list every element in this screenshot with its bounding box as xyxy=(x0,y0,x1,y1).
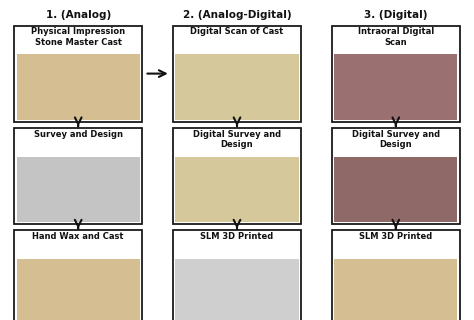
Bar xyxy=(332,230,460,320)
Text: Digital Scan of Cast: Digital Scan of Cast xyxy=(191,27,283,36)
Bar xyxy=(14,230,142,320)
Bar xyxy=(14,26,142,122)
Text: Hand Wax and Cast: Hand Wax and Cast xyxy=(32,232,124,241)
Bar xyxy=(14,128,142,224)
Text: Intraoral Digital
Scan: Intraoral Digital Scan xyxy=(358,27,434,47)
Bar xyxy=(334,259,457,320)
Bar xyxy=(334,157,457,222)
Bar xyxy=(173,26,301,122)
Text: Digital Survey and
Design: Digital Survey and Design xyxy=(352,130,440,149)
Bar xyxy=(332,26,460,122)
Bar xyxy=(175,54,299,120)
Bar xyxy=(175,259,299,320)
Bar xyxy=(17,157,140,222)
Text: Survey and Design: Survey and Design xyxy=(34,130,123,139)
Bar xyxy=(173,128,301,224)
Text: SLM 3D Printed: SLM 3D Printed xyxy=(201,232,273,241)
Text: Digital Survey and
Design: Digital Survey and Design xyxy=(193,130,281,149)
Text: 2. (Analog-Digital): 2. (Analog-Digital) xyxy=(182,10,292,20)
Text: 3. (Digital): 3. (Digital) xyxy=(364,10,428,20)
Bar xyxy=(332,128,460,224)
Bar xyxy=(334,54,457,120)
Bar xyxy=(17,259,140,320)
Text: Physical Impression
Stone Master Cast: Physical Impression Stone Master Cast xyxy=(31,27,125,47)
Bar xyxy=(173,230,301,320)
Text: 1. (Analog): 1. (Analog) xyxy=(46,10,111,20)
Bar xyxy=(17,54,140,120)
Bar xyxy=(175,157,299,222)
Text: SLM 3D Printed: SLM 3D Printed xyxy=(359,232,432,241)
